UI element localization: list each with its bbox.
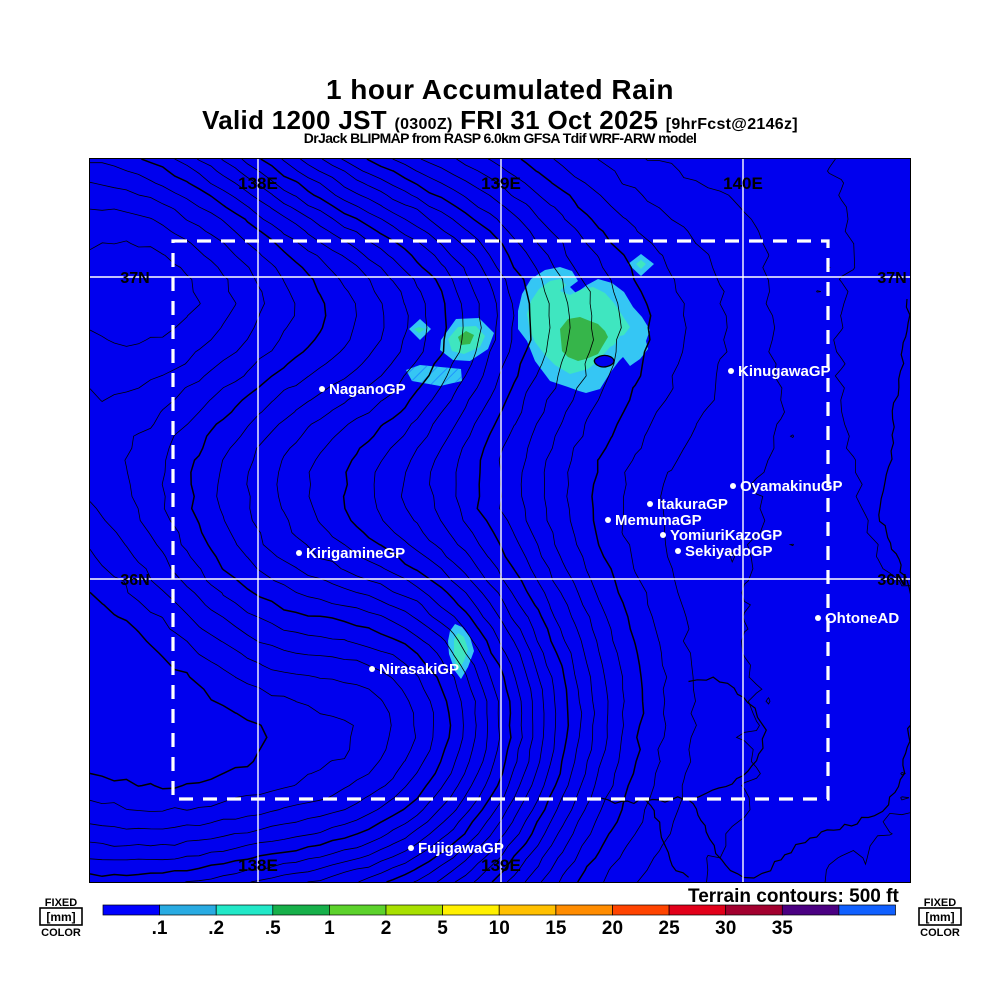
svg-text:YomiuriKazoGP: YomiuriKazoGP: [670, 527, 782, 544]
svg-text:36N: 36N: [120, 572, 149, 589]
svg-text:1: 1: [324, 918, 335, 939]
svg-text:37N: 37N: [877, 270, 906, 287]
svg-text:20: 20: [602, 918, 623, 939]
svg-text:10: 10: [489, 918, 510, 939]
svg-text:138E: 138E: [238, 174, 278, 193]
svg-text:36N: 36N: [877, 572, 906, 589]
svg-text:KinugawaGP: KinugawaGP: [738, 363, 831, 380]
svg-text:NirasakiGP: NirasakiGP: [379, 661, 459, 678]
svg-text:FujigawaGP: FujigawaGP: [418, 840, 504, 857]
svg-text:OhtoneAD: OhtoneAD: [825, 610, 899, 627]
svg-text:KirigamineGP: KirigamineGP: [306, 545, 405, 562]
svg-text:ItakuraGP: ItakuraGP: [657, 496, 728, 513]
svg-text:.2: .2: [208, 918, 224, 939]
svg-text:COLOR: COLOR: [920, 927, 960, 939]
svg-text:.5: .5: [265, 918, 281, 939]
svg-text:30: 30: [715, 918, 736, 939]
svg-text:5: 5: [437, 918, 448, 939]
svg-text:NaganoGP: NaganoGP: [329, 381, 406, 398]
svg-text:2: 2: [381, 918, 392, 939]
svg-text:15: 15: [545, 918, 567, 939]
svg-text:139E: 139E: [481, 856, 521, 875]
svg-text:[mm]: [mm]: [925, 910, 954, 924]
svg-text:140E: 140E: [723, 174, 763, 193]
svg-text:SekiyadoGP: SekiyadoGP: [685, 543, 773, 560]
svg-text:OyamakinuGP: OyamakinuGP: [740, 478, 843, 495]
svg-text:37N: 37N: [120, 270, 149, 287]
svg-text:[mm]: [mm]: [46, 910, 75, 924]
svg-text:35: 35: [772, 918, 794, 939]
svg-text:25: 25: [659, 918, 681, 939]
svg-text:.1: .1: [152, 918, 168, 939]
svg-text:138E: 138E: [238, 856, 278, 875]
svg-text:COLOR: COLOR: [41, 927, 81, 939]
svg-text:139E: 139E: [481, 174, 521, 193]
